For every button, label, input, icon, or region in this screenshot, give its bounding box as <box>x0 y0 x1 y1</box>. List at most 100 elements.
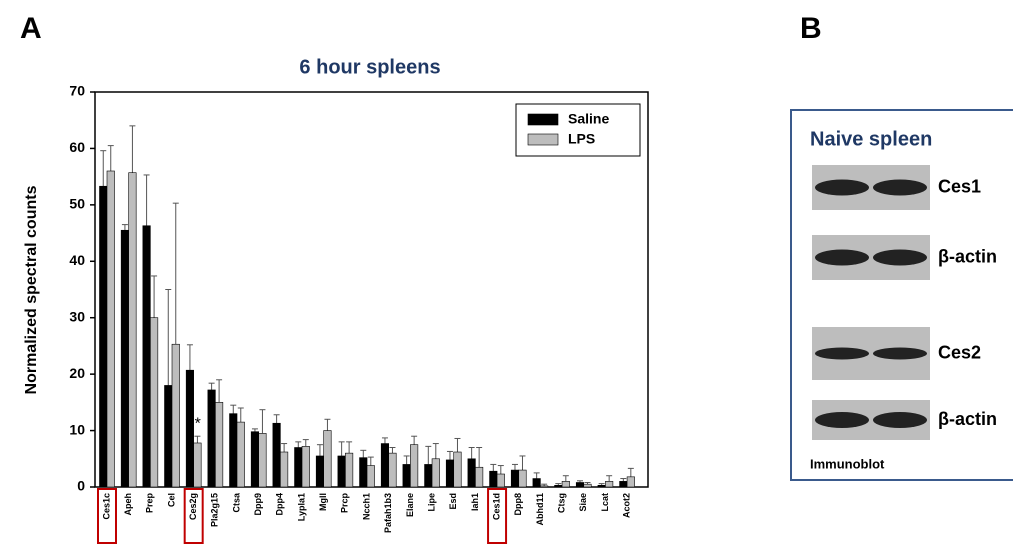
y-tick-label: 70 <box>69 83 85 99</box>
x-tick-label: Acot2 <box>621 493 631 518</box>
bar <box>208 390 216 487</box>
bar <box>360 458 368 487</box>
x-tick-label: Ces2g <box>188 493 198 520</box>
bar <box>533 479 541 487</box>
bar <box>555 485 563 487</box>
bar <box>490 471 498 487</box>
bar <box>280 452 288 487</box>
band <box>815 180 869 196</box>
bar <box>605 481 613 487</box>
bar <box>172 344 180 487</box>
x-tick-label: Elane <box>405 493 415 517</box>
bar <box>620 481 628 487</box>
bar <box>446 460 454 487</box>
y-tick-label: 0 <box>77 478 85 494</box>
bar <box>584 484 592 487</box>
y-tick-label: 10 <box>69 421 85 437</box>
bar <box>121 230 129 487</box>
x-tick-label: Abhd11 <box>535 493 545 526</box>
x-tick-label: Esd <box>448 493 458 510</box>
panel-label: A <box>20 12 42 45</box>
bar <box>194 443 202 487</box>
bar <box>107 171 115 487</box>
x-tick-label: Prep <box>145 493 155 514</box>
figure: A B 6 hour spleens Normalized spectral c… <box>0 0 1013 547</box>
panel-label: B <box>800 12 822 45</box>
x-tick-label: Ces1c <box>101 493 111 520</box>
bar <box>345 453 353 487</box>
legend-swatch <box>528 134 558 145</box>
bar <box>389 453 397 487</box>
bar <box>410 445 418 487</box>
bar <box>403 464 411 487</box>
bar <box>295 448 303 488</box>
blot-label: β-actin <box>938 409 997 429</box>
bar <box>324 431 332 487</box>
bar <box>598 485 606 487</box>
band <box>873 348 927 360</box>
bar <box>475 467 483 487</box>
bar <box>338 456 346 487</box>
bar <box>511 470 518 487</box>
bar <box>540 486 548 487</box>
bar <box>273 423 281 487</box>
blot-label: Ces1 <box>938 176 981 196</box>
bar <box>165 385 173 487</box>
legend-label: LPS <box>568 131 595 147</box>
blot-footer: Immunoblot <box>810 456 885 471</box>
blot-label: Ces2 <box>938 342 981 362</box>
bar <box>432 459 440 487</box>
x-tick-label: Cel <box>166 493 176 507</box>
x-tick-label: Siae <box>578 493 588 512</box>
bar <box>302 446 310 487</box>
bar <box>129 173 137 487</box>
x-tick-label: Lipe <box>426 493 436 512</box>
x-tick-label: Ctsa <box>231 492 241 513</box>
bar <box>186 370 194 487</box>
x-tick-label: Lypla1 <box>296 493 306 521</box>
x-tick-label: Pla2g15 <box>210 493 220 527</box>
bar <box>143 226 151 487</box>
bar <box>627 477 635 487</box>
bar <box>215 402 223 487</box>
x-tick-label: Mgll <box>318 493 328 511</box>
x-tick-label: Dpp4 <box>275 493 285 516</box>
band <box>815 348 869 360</box>
bar <box>468 459 476 487</box>
x-tick-label: Apeh <box>123 493 133 516</box>
bar <box>150 318 158 487</box>
x-tick-label: Ces1d <box>491 493 501 520</box>
chart-title: 6 hour spleens <box>299 56 440 78</box>
band <box>873 180 927 196</box>
bar <box>576 482 584 487</box>
bar <box>497 474 505 487</box>
bar <box>562 481 570 487</box>
band <box>815 250 869 266</box>
x-tick-label: Dpp8 <box>513 493 523 516</box>
band <box>873 250 927 266</box>
blot-label: β-actin <box>938 246 997 266</box>
bar <box>316 456 324 487</box>
legend-label: Saline <box>568 111 609 127</box>
y-tick-label: 60 <box>69 139 85 155</box>
band <box>815 412 869 428</box>
y-tick-label: 50 <box>69 196 85 212</box>
x-tick-label: Pafah1b3 <box>383 493 393 533</box>
x-tick-label: Ctsg <box>556 493 566 513</box>
x-tick-label: Dpp9 <box>253 493 263 516</box>
bar <box>519 470 527 487</box>
bar <box>251 432 259 487</box>
bar <box>454 452 462 487</box>
bar <box>100 186 108 487</box>
annotation: * <box>195 415 201 432</box>
y-axis-label: Normalized spectral counts <box>23 185 40 394</box>
x-tick-label: Prcp <box>340 493 350 514</box>
bar <box>367 466 375 487</box>
bar <box>425 464 433 487</box>
blots <box>812 165 930 440</box>
bar <box>259 433 267 487</box>
x-tick-label: Iah1 <box>470 493 480 511</box>
y-tick-label: 20 <box>69 365 85 381</box>
bar <box>230 414 238 487</box>
x-tick-label: Lcat <box>600 493 610 512</box>
